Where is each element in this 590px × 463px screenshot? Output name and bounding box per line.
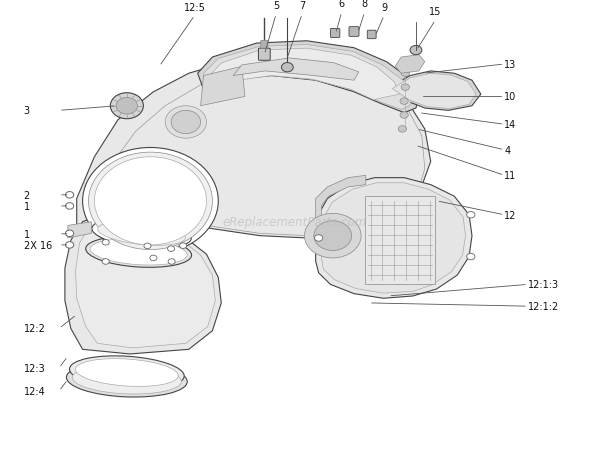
- Polygon shape: [94, 69, 425, 236]
- Polygon shape: [204, 45, 412, 110]
- Circle shape: [179, 243, 186, 249]
- Polygon shape: [68, 222, 91, 238]
- Circle shape: [144, 244, 151, 249]
- Text: 12: 12: [504, 210, 517, 220]
- Ellipse shape: [76, 359, 178, 387]
- Ellipse shape: [86, 237, 192, 268]
- Circle shape: [168, 246, 175, 252]
- Circle shape: [110, 94, 143, 119]
- Ellipse shape: [90, 239, 187, 265]
- FancyBboxPatch shape: [261, 41, 268, 49]
- Text: 13: 13: [504, 60, 517, 70]
- Circle shape: [467, 212, 475, 219]
- Circle shape: [65, 242, 74, 249]
- Text: 12:3: 12:3: [24, 363, 45, 373]
- Circle shape: [304, 214, 361, 258]
- Polygon shape: [322, 183, 466, 294]
- Circle shape: [467, 254, 475, 260]
- Polygon shape: [77, 58, 431, 238]
- Text: 2X 16: 2X 16: [24, 240, 52, 250]
- Circle shape: [400, 99, 408, 105]
- Ellipse shape: [70, 356, 184, 389]
- Circle shape: [88, 153, 212, 250]
- Polygon shape: [233, 59, 359, 81]
- Polygon shape: [316, 176, 366, 220]
- FancyBboxPatch shape: [330, 29, 340, 38]
- Polygon shape: [365, 197, 435, 285]
- Text: 7: 7: [299, 1, 305, 11]
- Polygon shape: [76, 223, 215, 348]
- Text: 4: 4: [504, 145, 510, 156]
- Circle shape: [410, 46, 422, 56]
- Text: 12:5: 12:5: [183, 2, 206, 13]
- Circle shape: [116, 98, 137, 115]
- Circle shape: [94, 157, 206, 245]
- Polygon shape: [201, 67, 245, 106]
- Text: 3: 3: [24, 106, 30, 116]
- Circle shape: [83, 148, 218, 255]
- Circle shape: [102, 240, 109, 245]
- Ellipse shape: [73, 365, 181, 394]
- Circle shape: [398, 126, 407, 133]
- Circle shape: [314, 235, 323, 242]
- Circle shape: [168, 259, 175, 265]
- Circle shape: [171, 111, 201, 134]
- Text: 12:4: 12:4: [24, 386, 45, 396]
- Text: eReplacementParts.com: eReplacementParts.com: [223, 216, 367, 229]
- Text: 8: 8: [362, 0, 368, 9]
- Circle shape: [65, 231, 74, 237]
- Polygon shape: [209, 49, 399, 100]
- Text: 2: 2: [24, 190, 30, 200]
- Polygon shape: [316, 178, 472, 299]
- Circle shape: [65, 203, 74, 210]
- Polygon shape: [389, 72, 481, 111]
- Ellipse shape: [67, 362, 187, 397]
- Circle shape: [65, 192, 74, 199]
- Text: 9: 9: [381, 2, 387, 13]
- Circle shape: [401, 85, 409, 91]
- Text: 11: 11: [504, 171, 517, 181]
- Circle shape: [401, 71, 409, 77]
- Ellipse shape: [98, 222, 185, 246]
- Polygon shape: [65, 220, 221, 354]
- Polygon shape: [395, 56, 425, 74]
- Text: 1: 1: [24, 229, 30, 239]
- Circle shape: [400, 113, 408, 119]
- Circle shape: [281, 63, 293, 73]
- Circle shape: [102, 259, 109, 265]
- Text: 14: 14: [504, 120, 517, 130]
- FancyBboxPatch shape: [258, 49, 270, 61]
- Circle shape: [150, 256, 157, 261]
- Polygon shape: [198, 42, 419, 113]
- Circle shape: [314, 221, 352, 251]
- Text: 5: 5: [273, 1, 279, 11]
- Ellipse shape: [92, 219, 191, 249]
- Text: 12:1:3: 12:1:3: [528, 280, 559, 290]
- Text: 15: 15: [430, 7, 441, 17]
- Text: 10: 10: [504, 92, 517, 102]
- FancyBboxPatch shape: [349, 28, 359, 37]
- Text: 1: 1: [24, 201, 30, 212]
- Text: 12:2: 12:2: [24, 324, 45, 334]
- Text: 12:1:2: 12:1:2: [528, 301, 559, 312]
- Circle shape: [165, 106, 206, 139]
- Text: 6: 6: [339, 0, 345, 9]
- Polygon shape: [392, 74, 476, 109]
- FancyBboxPatch shape: [367, 31, 376, 39]
